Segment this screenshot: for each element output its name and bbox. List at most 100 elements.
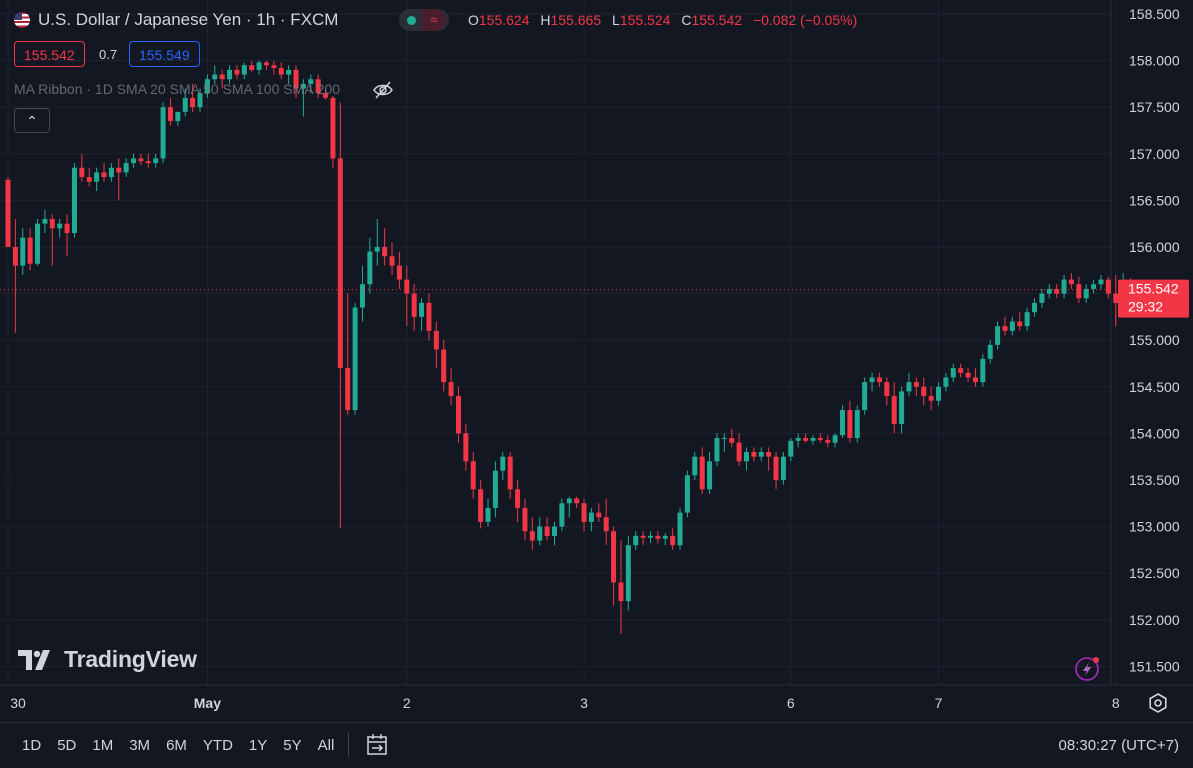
candle	[108, 163, 114, 182]
go-to-date-calendar-icon[interactable]	[366, 733, 390, 757]
candle	[943, 372, 949, 392]
candle	[958, 363, 964, 378]
candle-body	[928, 396, 934, 401]
indicator-legend[interactable]: MA Ribbon · 1D SMA 20 SMA 50 SMA 100 SMA…	[14, 81, 341, 97]
candle-body	[433, 330, 439, 350]
price-chart[interactable]: 158.500 158.000 157.500 157.000 156.500 156.0…	[0, 0, 1193, 722]
hidden-eye-icon[interactable]	[372, 80, 394, 100]
candle-body	[1076, 284, 1082, 299]
candle	[463, 424, 469, 471]
range-5d-button[interactable]: 5D	[57, 737, 77, 754]
range-1y-button[interactable]: 1Y	[248, 737, 268, 754]
candle-body	[241, 65, 247, 75]
candle	[374, 219, 380, 266]
candle-body	[197, 93, 203, 108]
buy-button[interactable]: 155.549	[129, 41, 200, 67]
candle-body	[42, 219, 48, 224]
candle-body	[1098, 279, 1104, 285]
candle	[751, 447, 757, 462]
bottom-toolbar: 1D 5D 1M 3M 6M YTD 1Y 5Y All 08:30:27 (U…	[0, 722, 1193, 768]
candle	[913, 377, 919, 397]
candle-body	[101, 172, 107, 178]
countdown-timer: 29:32	[1128, 299, 1163, 315]
candle	[928, 386, 934, 411]
candle-body	[123, 163, 129, 173]
candle-body	[293, 69, 299, 89]
range-3m-button[interactable]: 3M	[129, 737, 151, 754]
candle	[389, 242, 395, 275]
candle-body	[670, 535, 676, 546]
candle-body	[633, 535, 639, 546]
range-1d-button[interactable]: 1D	[22, 737, 42, 754]
candle	[197, 88, 203, 112]
candle-body	[64, 223, 70, 233]
candle-body	[1002, 326, 1008, 331]
candle-body	[131, 158, 137, 164]
candle	[921, 377, 927, 406]
range-all-button[interactable]: All	[317, 737, 335, 754]
candle	[529, 517, 535, 550]
symbol-title[interactable]: U.S. Dollar / Japanese Yen · 1h · FXCM	[14, 8, 338, 32]
candle	[840, 405, 846, 439]
candle	[714, 433, 720, 466]
candle	[382, 228, 388, 266]
candle-body	[965, 372, 971, 378]
time-axis[interactable]: 30May236789	[10, 695, 1193, 711]
candle	[515, 479, 521, 522]
candle-body	[677, 512, 683, 546]
candle-body	[758, 452, 764, 457]
range-ytd-button[interactable]: YTD	[202, 737, 233, 754]
candle-body	[455, 396, 461, 434]
candle-body	[153, 158, 159, 164]
candle	[116, 158, 122, 201]
candle	[278, 62, 284, 80]
market-status[interactable]: ≈	[399, 9, 449, 31]
candle-body	[35, 223, 41, 264]
candle	[367, 237, 373, 294]
sell-button[interactable]: 155.542	[14, 41, 85, 67]
open-value: 155.624	[478, 12, 530, 28]
us-flag-icon	[14, 12, 30, 28]
candle-body	[891, 396, 897, 425]
candle	[625, 535, 631, 611]
candle-body	[315, 79, 321, 94]
candle-body	[803, 438, 809, 441]
range-1m-button[interactable]: 1M	[92, 737, 114, 754]
candle	[825, 435, 831, 448]
range-6m-button[interactable]: 6M	[166, 737, 187, 754]
candle-body	[145, 161, 151, 164]
candle-body	[950, 368, 956, 378]
candle	[27, 228, 33, 271]
open-label: O	[468, 12, 479, 28]
price-axis[interactable]: 158.500 158.000 157.500 157.000 156.500 156.0…	[1129, 6, 1180, 674]
candle-body	[832, 435, 838, 443]
tradingview-logo[interactable]: TradingView	[18, 646, 197, 673]
candle-body	[182, 97, 188, 112]
candle-body	[795, 438, 801, 441]
candle-body	[574, 498, 580, 504]
market-open-dot-icon	[407, 15, 416, 25]
lightning-icon[interactable]	[1073, 654, 1103, 684]
candle	[1105, 276, 1111, 299]
candle	[1039, 288, 1045, 308]
candle-body	[788, 440, 794, 457]
candle-body	[884, 382, 890, 397]
candle	[485, 498, 491, 527]
timezone-clock[interactable]: 08:30:27 (UTC+7)	[1058, 737, 1179, 754]
settings-gear-icon[interactable]	[1148, 693, 1168, 713]
candle	[744, 447, 749, 471]
candle	[315, 74, 321, 98]
candle	[411, 284, 417, 331]
candle	[219, 69, 225, 89]
candle-body	[234, 69, 240, 75]
candle	[263, 60, 269, 70]
candle	[1068, 273, 1074, 289]
candle	[574, 496, 580, 508]
candle-body	[463, 433, 469, 462]
range-5y-button[interactable]: 5Y	[283, 737, 302, 754]
collapse-legend-button[interactable]: ⌃	[14, 108, 50, 133]
candle	[57, 219, 63, 238]
symbol-name: U.S. Dollar / Japanese Yen · 1h · FXCM	[38, 10, 339, 29]
candle-body	[854, 410, 860, 439]
candle	[433, 321, 439, 369]
